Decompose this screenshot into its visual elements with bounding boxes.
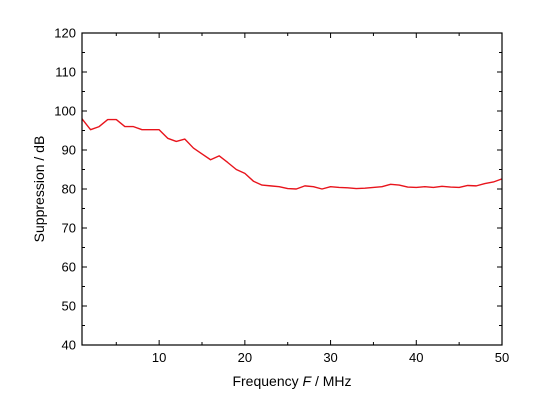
x-tick-label: 40	[409, 350, 423, 365]
y-tick-label: 60	[62, 260, 76, 275]
series-layer	[81, 118, 503, 190]
y-axis-label: Suppression / dB	[31, 136, 47, 243]
x-axis-label: Frequency F / MHz	[232, 373, 351, 389]
tick-labels: 40 50 60 70 80 90 100 110 120 10 20 30 40 50	[54, 26, 509, 366]
series-line	[81, 118, 503, 190]
y-tick-label: 70	[62, 221, 76, 236]
x-tick-label: 50	[495, 350, 509, 365]
plot-frame	[81, 32, 503, 346]
y-tick-label: 110	[55, 65, 76, 80]
y-tick-label: 90	[62, 143, 76, 158]
x-tick-label: 30	[323, 350, 337, 365]
x-tick-label: 10	[152, 350, 166, 365]
x-tick-label: 20	[238, 350, 252, 365]
y-tick-label: 80	[62, 182, 76, 197]
y-tick-label: 120	[54, 26, 76, 41]
y-tick-label: 100	[54, 104, 76, 119]
y-tick-label: 50	[62, 299, 76, 314]
y-tick-label: 40	[62, 338, 76, 353]
